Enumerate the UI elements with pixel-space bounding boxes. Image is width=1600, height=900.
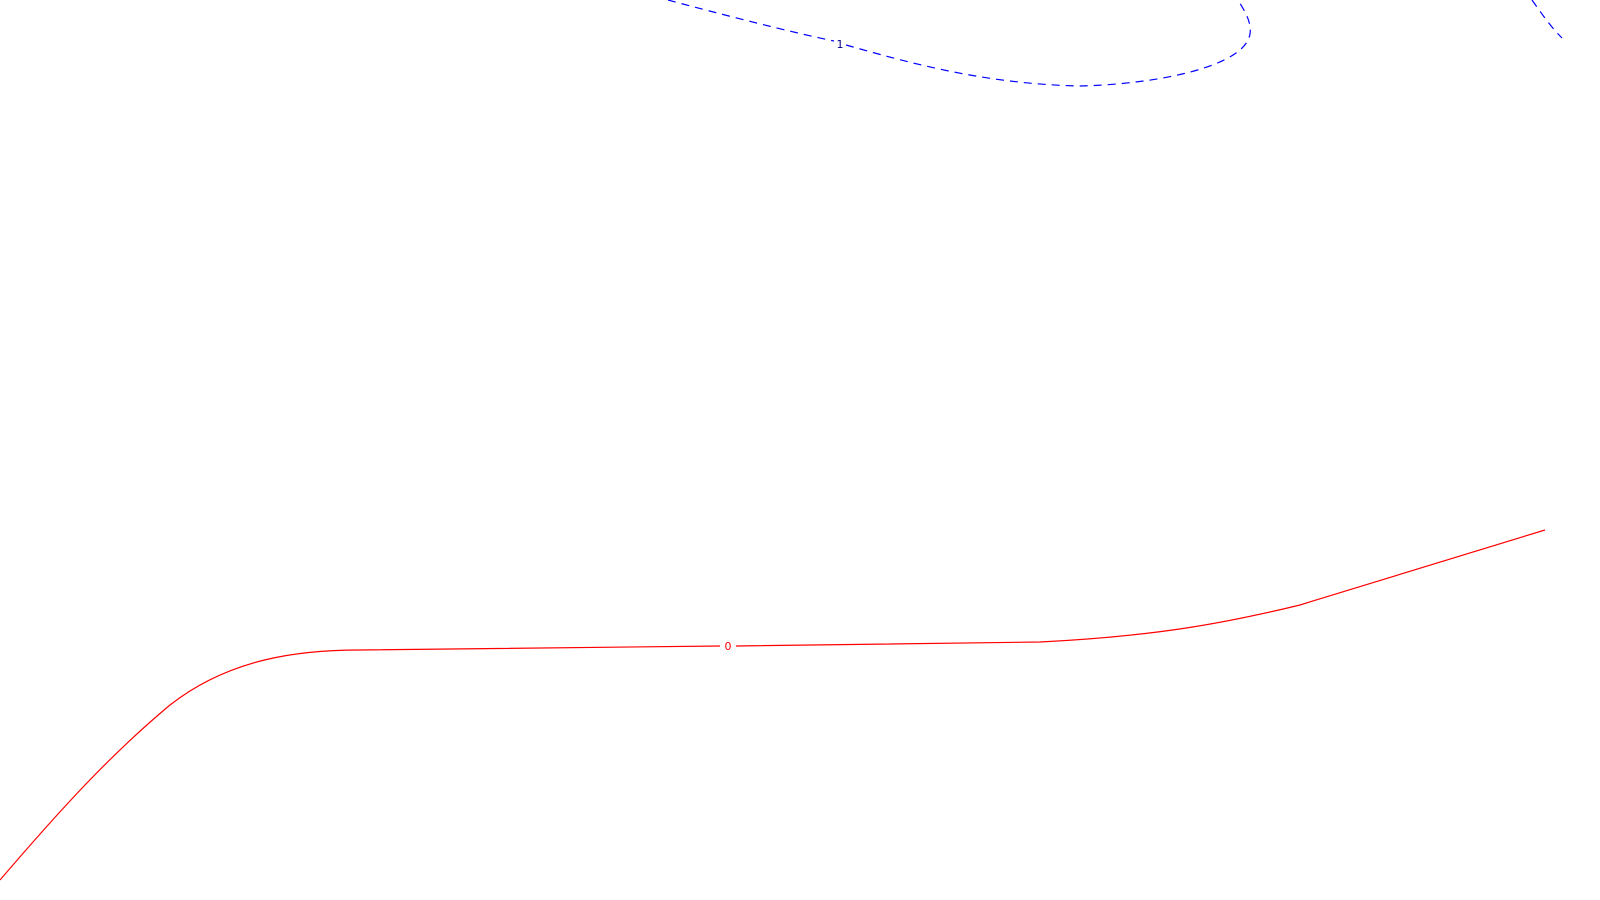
contour-line-1 (667, 0, 1251, 87)
contour-line-1-fragment (1531, 0, 1563, 39)
contour-line-0 (0, 529, 1546, 881)
contour-label-1: 1 (837, 38, 844, 51)
contour-label-0: 0 (725, 640, 732, 653)
